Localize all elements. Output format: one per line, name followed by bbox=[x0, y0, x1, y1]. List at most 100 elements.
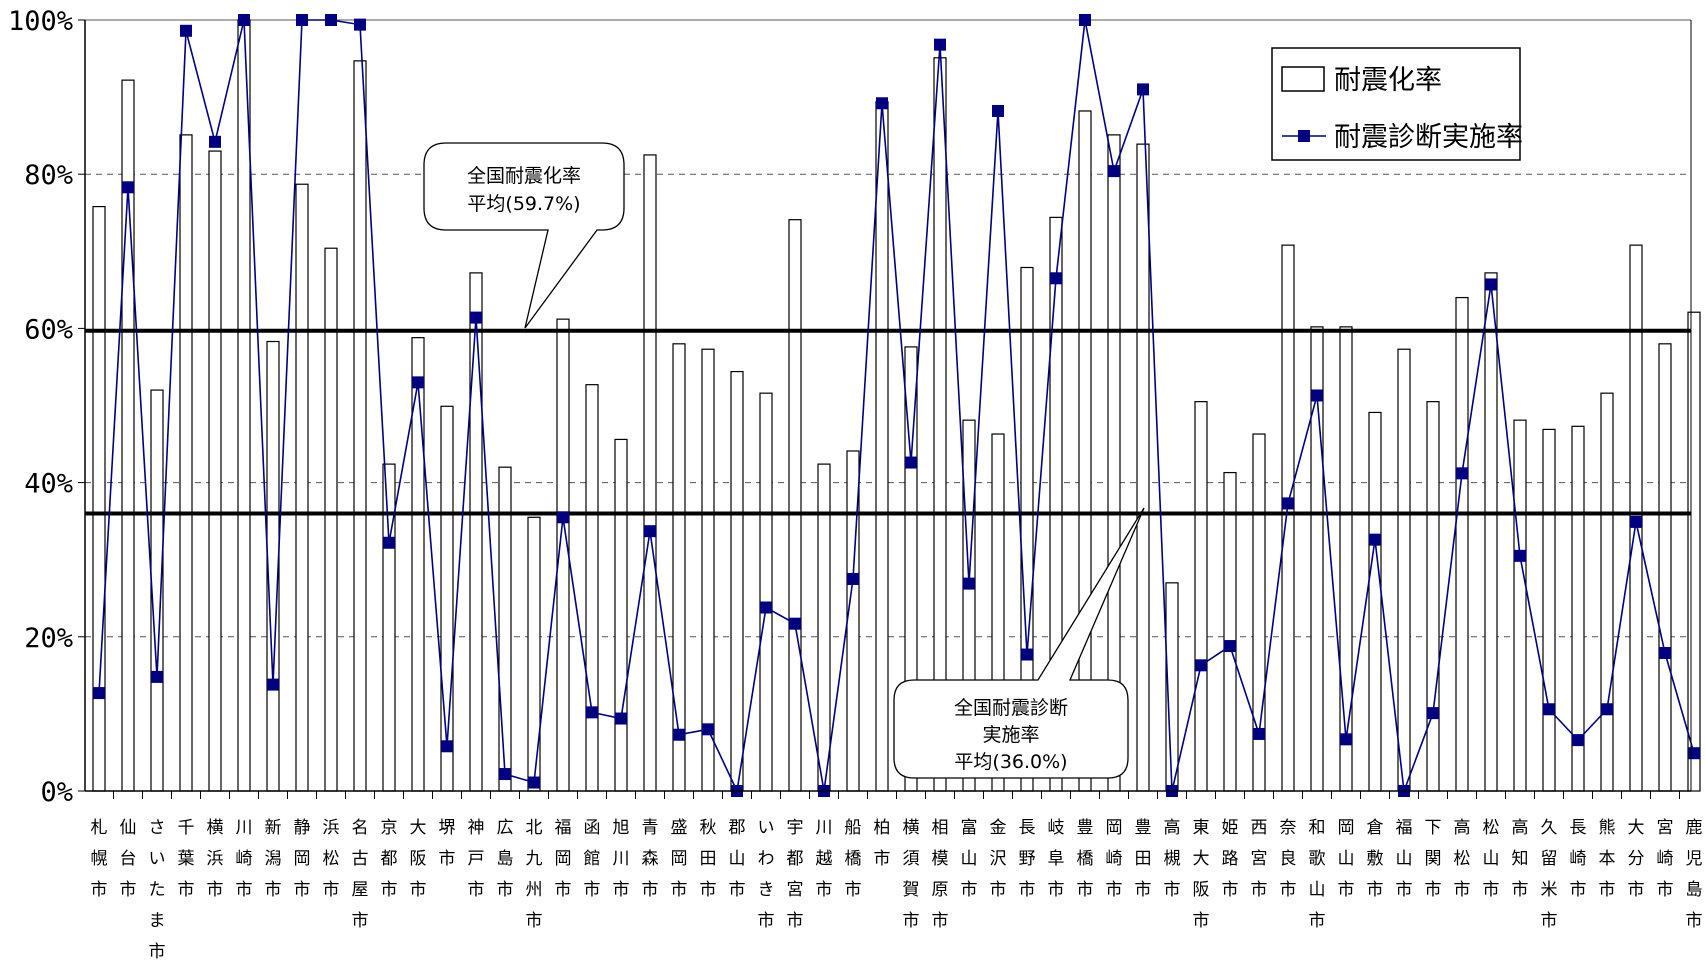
line-point-35 bbox=[1108, 165, 1120, 178]
x-label-33: 岐阜市 bbox=[1048, 818, 1065, 900]
x-label-38-char-2: 阪 bbox=[1193, 880, 1210, 900]
line-point-7 bbox=[296, 14, 308, 26]
bar-20 bbox=[672, 343, 686, 792]
x-label-24-char-0: 宇 bbox=[787, 818, 804, 838]
line-point-14 bbox=[499, 768, 511, 781]
legend-marker-swatch bbox=[1298, 130, 1310, 142]
x-label-41: 奈良市 bbox=[1280, 818, 1297, 900]
line-point-0 bbox=[93, 687, 105, 700]
x-label-7-char-2: 市 bbox=[294, 880, 311, 900]
x-label-41-char-1: 良 bbox=[1280, 849, 1297, 869]
x-label-50-char-0: 久 bbox=[1541, 818, 1558, 838]
x-label-34-char-0: 豊 bbox=[1077, 818, 1094, 838]
x-label-41-char-2: 市 bbox=[1280, 880, 1297, 900]
x-label-22: 郡山市 bbox=[729, 818, 746, 900]
x-label-25-char-1: 越 bbox=[816, 849, 833, 869]
x-label-24-char-2: 宮 bbox=[787, 880, 804, 900]
x-label-4-char-1: 浜 bbox=[207, 849, 224, 869]
x-label-4-char-0: 横 bbox=[207, 818, 224, 838]
x-label-17-char-1: 館 bbox=[584, 849, 601, 869]
x-label-35-char-2: 市 bbox=[1106, 880, 1123, 900]
x-label-21: 秋田市 bbox=[700, 818, 717, 900]
x-label-24-char-3: 市 bbox=[787, 911, 804, 931]
x-label-11-char-1: 阪 bbox=[410, 849, 427, 869]
y-tick-label-1: 20% bbox=[24, 623, 73, 654]
x-label-8-char-2: 市 bbox=[323, 880, 340, 900]
x-label-54: 宮崎市 bbox=[1657, 818, 1674, 900]
x-label-28-char-0: 横 bbox=[903, 818, 920, 838]
callout-2-line-3: 平均(36.0%) bbox=[954, 751, 1067, 773]
x-label-46-char-1: 関 bbox=[1425, 849, 1442, 869]
x-label-3: 千葉市 bbox=[178, 818, 195, 900]
x-label-53-char-2: 市 bbox=[1628, 880, 1645, 900]
x-label-3-char-2: 市 bbox=[178, 880, 195, 900]
callout-1-shape bbox=[423, 142, 625, 329]
x-label-6-char-1: 潟 bbox=[265, 849, 282, 869]
x-label-51: 長崎市 bbox=[1570, 818, 1587, 900]
x-label-20-char-2: 市 bbox=[671, 880, 688, 900]
x-label-7-char-0: 静 bbox=[294, 818, 311, 838]
line-point-42 bbox=[1311, 389, 1323, 402]
line-point-31 bbox=[992, 104, 1004, 117]
x-label-30-char-2: 市 bbox=[961, 880, 978, 900]
x-label-3-char-1: 葉 bbox=[178, 849, 195, 869]
x-label-54-char-2: 市 bbox=[1657, 880, 1674, 900]
x-label-17-char-0: 函 bbox=[584, 818, 601, 838]
x-label-53-char-1: 分 bbox=[1628, 849, 1645, 869]
bar-9 bbox=[353, 60, 367, 792]
line-point-39 bbox=[1224, 640, 1236, 653]
x-label-1-char-2: 市 bbox=[120, 880, 137, 900]
bar-49 bbox=[1513, 419, 1527, 792]
line-point-49 bbox=[1514, 549, 1526, 562]
x-label-39: 姫路市 bbox=[1222, 818, 1239, 900]
x-label-2-char-1: い bbox=[149, 849, 166, 869]
bar-47 bbox=[1455, 296, 1469, 792]
bar-13 bbox=[469, 272, 483, 792]
x-label-26: 船橋市 bbox=[845, 818, 862, 900]
x-label-11: 大阪市 bbox=[410, 818, 427, 900]
bar-27 bbox=[875, 101, 889, 792]
line-point-23 bbox=[760, 601, 772, 614]
line-point-44 bbox=[1369, 533, 1381, 546]
line-point-3 bbox=[180, 24, 192, 37]
x-label-35-char-0: 岡 bbox=[1106, 818, 1123, 838]
bar-52 bbox=[1600, 392, 1614, 792]
x-label-49-char-0: 高 bbox=[1512, 818, 1529, 838]
x-label-32-char-0: 長 bbox=[1019, 818, 1036, 838]
x-label-16-char-0: 福 bbox=[555, 818, 572, 838]
x-label-51-char-2: 市 bbox=[1570, 880, 1587, 900]
x-label-6: 新潟市 bbox=[265, 818, 282, 900]
line-point-10 bbox=[383, 536, 395, 549]
bar-54 bbox=[1658, 343, 1672, 792]
x-label-47-char-2: 市 bbox=[1454, 880, 1471, 900]
x-label-29-char-3: 市 bbox=[932, 911, 949, 931]
bar-18 bbox=[614, 438, 628, 792]
x-label-40: 西宮市 bbox=[1251, 818, 1268, 900]
line-point-18 bbox=[615, 712, 627, 725]
callout-2-line-1: 全国耐震診断 bbox=[954, 697, 1068, 719]
line-point-2 bbox=[151, 670, 163, 683]
x-label-19-char-2: 市 bbox=[642, 880, 659, 900]
x-label-43-char-0: 岡 bbox=[1338, 818, 1355, 838]
x-label-18-char-1: 川 bbox=[613, 849, 630, 869]
line-point-36 bbox=[1137, 83, 1149, 96]
x-label-39-char-0: 姫 bbox=[1222, 818, 1239, 838]
bar-19 bbox=[643, 154, 657, 792]
x-label-48-char-0: 松 bbox=[1483, 818, 1500, 838]
x-label-41-char-0: 奈 bbox=[1280, 818, 1297, 838]
x-label-40-char-1: 宮 bbox=[1251, 849, 1268, 869]
x-label-18-char-2: 市 bbox=[613, 880, 630, 900]
bar-43 bbox=[1339, 326, 1353, 792]
x-label-31-char-2: 市 bbox=[990, 880, 1007, 900]
x-label-49-char-2: 市 bbox=[1512, 880, 1529, 900]
x-label-21-char-2: 市 bbox=[700, 880, 717, 900]
callout-national-seismic-rate: 全国耐震化率 平均(59.7%) bbox=[423, 142, 625, 329]
line-point-17 bbox=[586, 706, 598, 719]
x-label-5-char-2: 市 bbox=[236, 880, 253, 900]
x-label-35: 岡崎市 bbox=[1106, 818, 1123, 900]
x-label-22-char-2: 市 bbox=[729, 880, 746, 900]
x-label-12-char-1: 市 bbox=[439, 849, 456, 869]
x-label-29-char-2: 原 bbox=[932, 880, 949, 900]
